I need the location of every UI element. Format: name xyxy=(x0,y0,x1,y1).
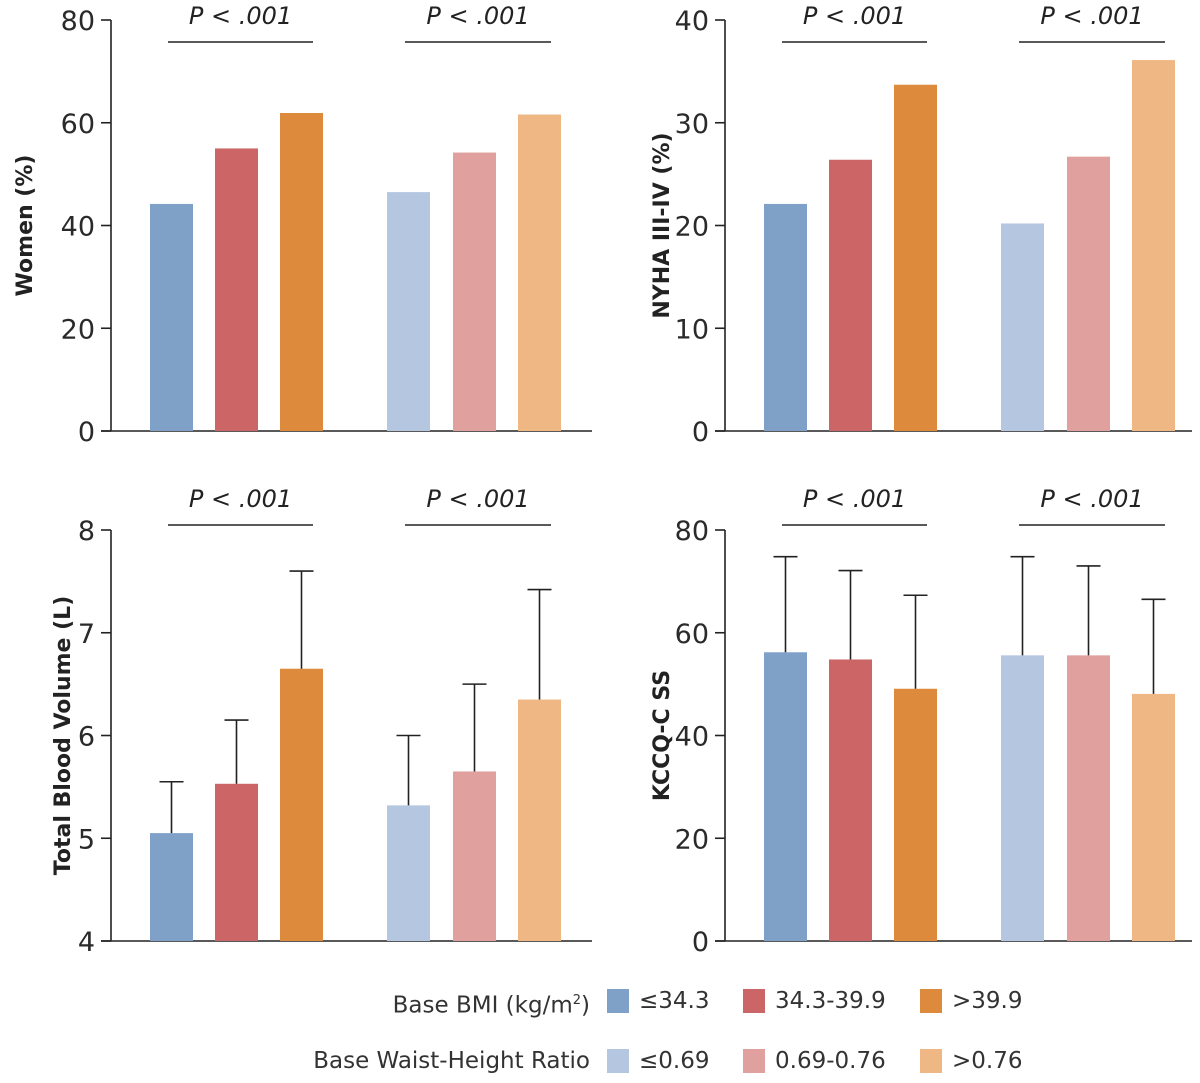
bar xyxy=(829,159,872,432)
y-tick-label: 0 xyxy=(692,417,709,448)
p-value-annotation: P < .001 xyxy=(803,485,906,513)
legend-item-whr-high: >0.76 xyxy=(920,1043,1022,1079)
legend-swatch xyxy=(743,1049,765,1073)
bar xyxy=(150,833,193,941)
bar xyxy=(1001,223,1044,431)
legend-item-whr-low: ≤0.69 xyxy=(607,1043,709,1079)
bar xyxy=(150,203,193,431)
y-tick-label: 60 xyxy=(61,109,95,140)
y-tick-label: 30 xyxy=(675,109,709,140)
p-value-annotation: P < .001 xyxy=(426,2,529,30)
bar xyxy=(453,771,496,941)
bar xyxy=(453,152,496,432)
y-tick-label: 5 xyxy=(78,824,95,855)
y-tick-label: 0 xyxy=(692,927,709,958)
y-axis-label: Total Blood Volume (L) xyxy=(51,596,76,875)
y-tick-label: 20 xyxy=(675,824,709,855)
bar xyxy=(280,668,323,941)
bar xyxy=(894,688,937,941)
y-tick-label: 6 xyxy=(78,722,95,753)
legend-swatch xyxy=(607,1049,629,1073)
bar xyxy=(280,112,323,432)
p-value-annotation: P < .001 xyxy=(1040,485,1143,513)
bar xyxy=(518,114,561,431)
bar xyxy=(215,148,258,431)
y-tick-label: 40 xyxy=(675,6,709,37)
y-axis-label: NYHA III-IV (%) xyxy=(650,132,675,318)
y-tick-label: 40 xyxy=(675,722,709,753)
y-tick-label: 4 xyxy=(78,927,95,958)
legend-swatch xyxy=(607,989,629,1013)
y-axis-label: Women (%) xyxy=(13,155,38,297)
y-tick-label: 8 xyxy=(78,516,95,547)
p-value-annotation: P < .001 xyxy=(189,2,292,30)
legend-item-bmi-low: ≤34.3 xyxy=(607,983,709,1019)
legend-item-bmi-mid: 34.3-39.9 xyxy=(743,983,886,1019)
legend-swatch xyxy=(920,1049,942,1073)
y-tick-label: 10 xyxy=(675,314,709,345)
legend-swatch xyxy=(920,989,942,1013)
y-tick-label: 20 xyxy=(61,314,95,345)
legend-swatch xyxy=(743,989,765,1013)
bar xyxy=(215,783,258,941)
bar xyxy=(894,84,937,432)
bar xyxy=(764,652,807,941)
y-axis-label: KCCQ-C SS xyxy=(650,670,675,801)
p-value-annotation: P < .001 xyxy=(803,2,906,30)
bar xyxy=(1067,655,1110,941)
legend-title-bmi: Base BMI (kg/m2) xyxy=(392,992,590,1019)
legend-title-whr: Base Waist-Height Ratio xyxy=(313,1048,590,1074)
bar xyxy=(518,699,561,941)
bar xyxy=(1132,60,1175,431)
legend-row-bmi: Base BMI (kg/m2) ≤34.3 34.3-39.9 >39.9 xyxy=(0,983,1200,1023)
legend-item-whr-mid: 0.69-0.76 xyxy=(743,1043,886,1079)
bar xyxy=(387,192,430,431)
y-tick-label: 20 xyxy=(675,212,709,243)
bar xyxy=(1067,156,1110,431)
bar xyxy=(1132,693,1175,941)
bar xyxy=(387,805,430,941)
legend-row-whr: Base Waist-Height Ratio ≤0.69 0.69-0.76 … xyxy=(0,1043,1200,1083)
p-value-annotation: P < .001 xyxy=(426,485,529,513)
y-tick-label: 0 xyxy=(78,417,95,448)
y-tick-label: 40 xyxy=(61,212,95,243)
p-value-annotation: P < .001 xyxy=(189,485,292,513)
legend-item-bmi-high: >39.9 xyxy=(920,983,1022,1019)
y-tick-label: 80 xyxy=(675,516,709,547)
y-tick-label: 7 xyxy=(78,619,95,650)
y-tick-label: 80 xyxy=(61,6,95,37)
bar xyxy=(1001,655,1044,941)
y-tick-label: 60 xyxy=(675,619,709,650)
bar xyxy=(764,203,807,431)
bar xyxy=(829,659,872,941)
p-value-annotation: P < .001 xyxy=(1040,2,1143,30)
